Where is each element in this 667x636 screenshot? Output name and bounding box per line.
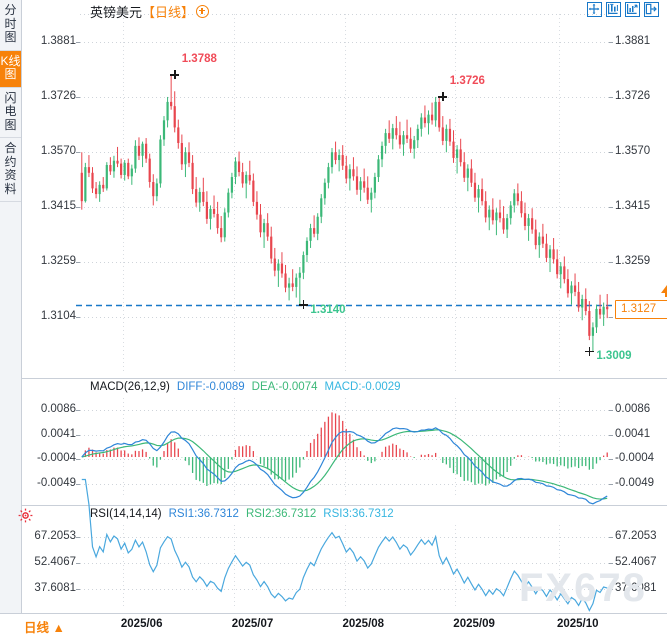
axis-tick-label: -0.0004 <box>37 452 76 464</box>
high-price-label: 1.3788 <box>182 53 217 65</box>
price-chart-panel[interactable]: 1.3788 1.3726 1.3140 1.3009 <box>22 0 667 375</box>
candlestick-svg <box>22 0 667 375</box>
high-marker-icon <box>170 70 179 79</box>
axis-tick-label: 52.4067 <box>34 556 76 568</box>
axis-tick-label: -0.0004 <box>615 452 654 464</box>
axis-tick-label: 1.3570 <box>41 145 76 157</box>
axis-tick-label: 0.0041 <box>615 428 650 440</box>
macd-svg <box>22 378 667 500</box>
axis-tick-label: 0.0041 <box>41 428 76 440</box>
axis-tick-label: 0.0086 <box>615 403 650 415</box>
sidebar-item-intraday[interactable]: 分时图 <box>0 0 21 51</box>
axis-tick-label: 1.3726 <box>615 90 650 102</box>
axis-tick-label: 1.3415 <box>41 200 76 212</box>
axis-tick-label: 67.2053 <box>34 530 76 542</box>
sidebar: 分时图 K线图 闪电图 合约资料 <box>0 0 22 635</box>
axis-tick-label: 1.3104 <box>41 310 76 322</box>
time-axis-tick: 2025/09 <box>453 618 495 630</box>
period-selector-button[interactable]: 日线 ▲ <box>24 617 65 636</box>
sidebar-item-lightning[interactable]: 闪电图 <box>0 88 21 139</box>
axis-tick-label: 1.3415 <box>615 200 650 212</box>
axis-tick-label: 0.0086 <box>41 403 76 415</box>
axis-tick-label: -0.0049 <box>615 477 654 489</box>
time-axis-bar: 日线 ▲ 2025/06 2025/07 2025/08 2025/09 2025/10 <box>0 613 667 635</box>
axis-tick-label: 52.4067 <box>615 556 657 568</box>
axis-tick-label: 37.6081 <box>34 582 76 594</box>
axis-tick-label: 1.3881 <box>615 35 650 47</box>
macd-chart-panel[interactable] <box>22 378 667 500</box>
high-marker-icon <box>438 92 447 101</box>
axis-tick-label: 1.3726 <box>41 90 76 102</box>
current-price-tag[interactable]: 1.3127 <box>615 300 667 319</box>
time-axis-tick: 2025/08 <box>343 618 385 630</box>
axis-tick-label: 1.3570 <box>615 145 650 157</box>
low-marker-icon <box>585 347 594 356</box>
time-axis-tick: 2025/06 <box>121 618 163 630</box>
axis-tick-label: 37.6081 <box>615 582 657 594</box>
axis-tick-label: 67.2053 <box>615 530 657 542</box>
high-price-label: 1.3726 <box>450 75 485 87</box>
low-price-label: 1.3140 <box>310 304 345 316</box>
rsi-chart-panel[interactable] <box>22 505 667 613</box>
low-marker-icon <box>299 300 308 309</box>
time-axis-tick: 2025/07 <box>232 618 274 630</box>
axis-tick-label: 1.3259 <box>615 255 650 267</box>
axis-tick-label: -0.0049 <box>37 477 76 489</box>
axis-tick-label: 1.3881 <box>41 35 76 47</box>
time-axis-tick: 2025/10 <box>557 618 599 630</box>
sidebar-item-contract-info[interactable]: 合约资料 <box>0 138 21 202</box>
rsi-svg <box>22 505 667 613</box>
axis-tick-label: 1.3259 <box>41 255 76 267</box>
sidebar-item-kline[interactable]: K线图 <box>0 51 21 88</box>
low-price-label: 1.3009 <box>596 350 631 362</box>
